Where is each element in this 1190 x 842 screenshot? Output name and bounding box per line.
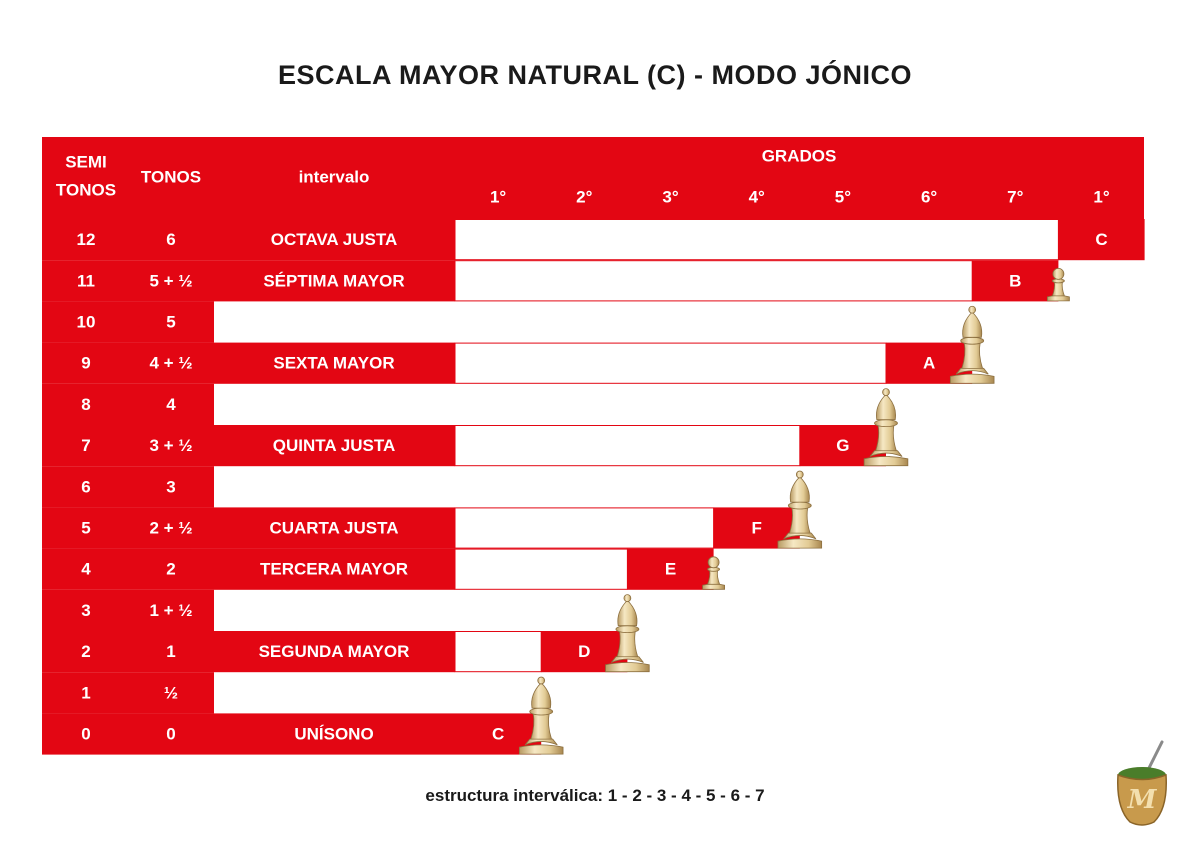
row-line	[454, 548, 628, 590]
row-interval: SEXTA MAYOR	[273, 354, 394, 373]
row-interval: SÉPTIMA MAYOR	[263, 271, 404, 290]
row-tones: 1 + ½	[149, 601, 192, 620]
note-label: A	[923, 354, 935, 373]
header-degree: 3°	[662, 187, 678, 206]
row-semitones: 3	[81, 601, 90, 620]
row-tones: 0	[166, 724, 175, 743]
row-line	[454, 342, 887, 384]
pawn-icon	[702, 556, 725, 590]
row-interval: SEGUNDA MAYOR	[259, 642, 410, 661]
bishop-icon	[949, 305, 995, 384]
row-interval: OCTAVA JUSTA	[271, 230, 398, 249]
piece-layer	[518, 267, 1070, 755]
row-band	[42, 466, 214, 508]
row-band	[42, 507, 455, 549]
note-label: G	[836, 436, 849, 455]
row-interval: UNÍSONO	[294, 724, 373, 743]
row-band	[42, 548, 455, 590]
row-semitones: 1	[81, 683, 90, 702]
row-semitones: 7	[81, 436, 90, 455]
note-cell	[627, 548, 714, 590]
note-cell	[1058, 219, 1145, 261]
row-band	[42, 713, 455, 755]
row-tones: 3	[166, 477, 175, 496]
header-degree: 5°	[835, 187, 851, 206]
bishop-icon	[777, 470, 823, 549]
row-band	[42, 589, 214, 631]
row-band	[42, 672, 214, 714]
row-semitones: 5	[81, 518, 90, 537]
row-semitones: 8	[81, 395, 90, 414]
row-interval: QUINTA JUSTA	[273, 436, 395, 455]
row-tones: ½	[164, 683, 178, 702]
page-title: ESCALA MAYOR NATURAL (C) - MODO JÓNICO	[277, 60, 912, 90]
header-grades: GRADOS	[762, 146, 837, 165]
row-band	[42, 383, 214, 425]
row-band	[42, 631, 455, 673]
row-line	[454, 631, 542, 673]
row-semitones: 10	[77, 312, 96, 331]
row-tones: 5	[166, 312, 175, 331]
row-tones: 4 + ½	[149, 354, 192, 373]
header-interval: intervalo	[299, 167, 370, 186]
note-label: F	[752, 518, 762, 537]
row-tones: 2	[166, 560, 175, 579]
note-label: D	[578, 642, 590, 661]
row-tones: 6	[166, 230, 175, 249]
note-label: C	[1095, 230, 1107, 249]
note-label: B	[1009, 271, 1021, 290]
header-degree: 7°	[1007, 187, 1023, 206]
row-interval: TERCERA MAYOR	[260, 560, 408, 579]
header-degree: 1°	[1093, 187, 1109, 206]
note-label: E	[665, 560, 676, 579]
row-tones: 3 + ½	[149, 436, 192, 455]
header-semitones: TONOS	[56, 180, 116, 199]
row-line	[454, 507, 715, 549]
row-band	[42, 301, 214, 343]
row-tones: 4	[166, 395, 176, 414]
header-tones: TONOS	[141, 167, 201, 186]
text-layer: SEMI TONOS TONOS intervalo GRADOS 1° 2° 3° 4° 5° 6…	[56, 146, 1110, 743]
row-semitones: 4	[81, 560, 91, 579]
header-degree: 6°	[921, 187, 937, 206]
row-line	[454, 260, 973, 302]
row-interval: CUARTA JUSTA	[269, 518, 398, 537]
row-tones: 1	[166, 642, 175, 661]
header-semitones: SEMI	[65, 152, 107, 171]
row-semitones: 12	[77, 230, 96, 249]
bishop-icon	[605, 594, 650, 673]
row-semitones: 2	[81, 642, 90, 661]
mate-cup-logo: M	[1117, 740, 1167, 826]
row-band	[42, 219, 455, 261]
row-band	[42, 342, 455, 384]
row-semitones: 6	[81, 477, 90, 496]
row-band	[42, 260, 455, 302]
row-semitones: 11	[77, 271, 95, 290]
svg-text:M: M	[1127, 785, 1158, 815]
note-label: C	[492, 724, 504, 743]
header-degree: 4°	[749, 187, 765, 206]
bishop-icon	[518, 676, 564, 755]
header-background	[42, 137, 1144, 219]
row-line	[454, 219, 1059, 261]
row-semitones: 0	[81, 724, 90, 743]
bishop-icon	[863, 388, 909, 467]
row-tones: 2 + ½	[149, 518, 192, 537]
row-line	[454, 425, 801, 467]
row-semitones: 9	[81, 354, 90, 373]
grid-layer	[42, 137, 1145, 755]
header-degree: 1°	[490, 187, 506, 206]
header-degree: 2°	[576, 187, 592, 206]
note-cell	[972, 260, 1059, 302]
row-band	[42, 425, 455, 467]
pawn-icon	[1047, 267, 1070, 302]
interval-structure: estructura interválica: 1 - 2 - 3 - 4 - …	[425, 786, 765, 805]
row-tones: 5 + ½	[149, 271, 192, 290]
